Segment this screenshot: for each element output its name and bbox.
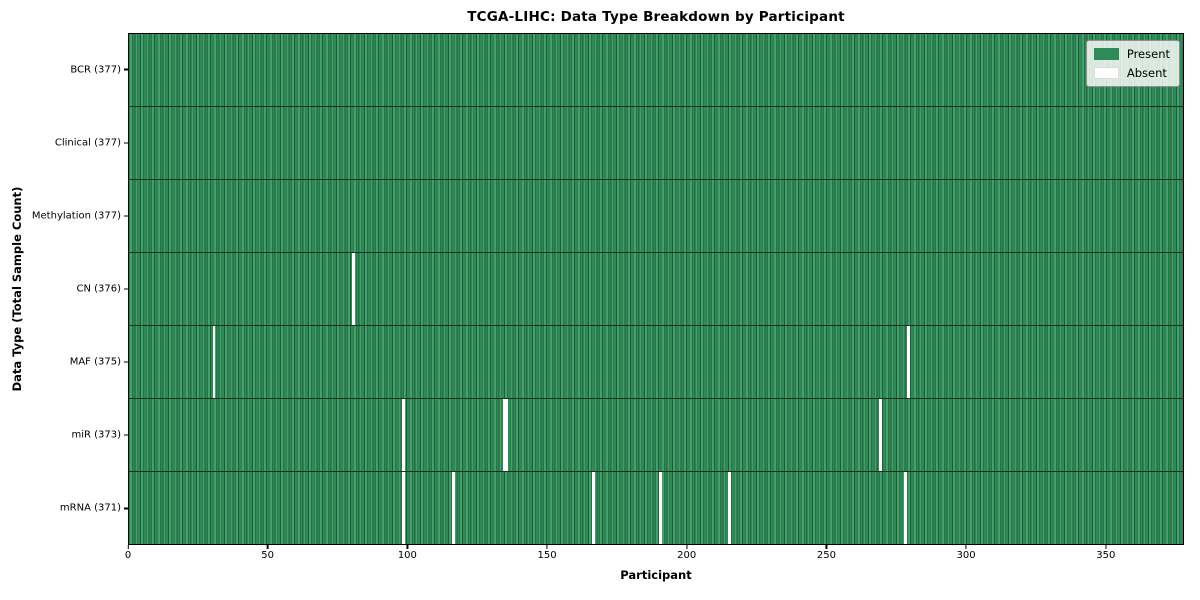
ytick-label-Methylation: Methylation (377) <box>31 210 121 222</box>
absent-gap-miR-269 <box>879 399 882 471</box>
data-row-CN <box>129 253 1183 326</box>
xtick-label-200: 200 <box>677 550 697 561</box>
absent-gap-MAF-30 <box>212 326 216 398</box>
xtick-mark <box>267 545 269 549</box>
data-row-Methylation <box>129 180 1183 253</box>
xtick-label-300: 300 <box>956 550 976 561</box>
xtick-150: 150 <box>538 545 557 561</box>
absent-gap-mRNA-215 <box>728 472 732 544</box>
absent-gap-MAF-279 <box>906 326 910 398</box>
ytick-miR: miR (373) <box>71 430 128 441</box>
absent-swatch-icon <box>1093 67 1119 79</box>
ytick-mRNA: mRNA (371) <box>60 503 128 514</box>
ytick-mark <box>124 507 128 510</box>
data-row-miR <box>129 399 1183 472</box>
legend-item-present: Present <box>1093 47 1170 61</box>
ytick-label-Clinical: Clinical (377) <box>54 137 121 149</box>
heatmap-rows <box>129 34 1183 544</box>
xtick-mark <box>546 545 548 549</box>
present-swatch-icon <box>1093 48 1119 60</box>
absent-gap-mRNA-190 <box>658 472 662 544</box>
ytick-mark <box>124 288 128 290</box>
xtick-200: 200 <box>677 545 696 561</box>
xtick-250: 250 <box>817 545 836 561</box>
absent-gap-miR-98 <box>402 399 406 471</box>
ytick-mark <box>124 142 128 144</box>
absent-gap-mRNA-166 <box>591 472 595 544</box>
data-row-MAF <box>129 326 1183 399</box>
xtick-100: 100 <box>398 545 417 561</box>
data-row-BCR <box>129 34 1183 107</box>
ytick-mark <box>124 434 128 436</box>
absent-gap-mRNA-116 <box>452 472 456 544</box>
legend-present-label: Present <box>1126 47 1170 61</box>
xtick-300: 300 <box>957 545 976 561</box>
xtick-label-350: 350 <box>1096 550 1116 561</box>
xtick-label-100: 100 <box>397 550 417 561</box>
x-axis-label: Participant <box>620 568 692 582</box>
data-row-Clinical <box>129 107 1183 180</box>
ytick-Methylation: Methylation (377) <box>32 210 128 221</box>
legend-absent-label: Absent <box>1126 66 1167 80</box>
xtick-0: 0 <box>125 545 131 561</box>
ytick-mark <box>124 68 128 71</box>
ytick-MAF: MAF (375) <box>70 357 128 368</box>
chart-title: TCGA-LIHC: Data Type Breakdown by Partic… <box>467 9 845 25</box>
absent-gap-mRNA-98 <box>402 472 406 544</box>
ytick-mark <box>124 215 128 217</box>
ytick-BCR: BCR (377) <box>70 64 128 75</box>
ytick-label-miR: miR (373) <box>71 429 121 441</box>
ytick-label-BCR: BCR (377) <box>70 64 121 76</box>
xtick-mark <box>686 545 688 549</box>
ytick-Clinical: Clinical (377) <box>55 137 128 148</box>
legend-item-absent: Absent <box>1093 66 1170 80</box>
xtick-mark <box>127 545 129 549</box>
xtick-label-250: 250 <box>816 550 836 561</box>
ytick-mark <box>124 361 128 363</box>
xtick-label-50: 50 <box>261 550 275 561</box>
xtick-mark <box>965 545 967 549</box>
absent-gap-miR-135 <box>505 399 509 471</box>
absent-gap-mRNA-278 <box>904 472 907 544</box>
ytick-label-mRNA: mRNA (371) <box>59 502 121 514</box>
x-axis-ticks: 0 50 100 150 200 250 300 350 <box>125 545 1184 567</box>
xtick-50: 50 <box>261 545 274 561</box>
xtick-350: 350 <box>1096 545 1115 561</box>
absent-gap-CN-80 <box>352 253 355 325</box>
ytick-CN: CN (376) <box>76 284 128 295</box>
ytick-label-CN: CN (376) <box>76 283 121 295</box>
xtick-label-150: 150 <box>537 550 557 561</box>
xtick-mark <box>825 545 828 549</box>
xtick-label-0: 0 <box>124 550 132 561</box>
legend: Present Absent <box>1085 40 1180 87</box>
xtick-mark <box>1105 545 1107 549</box>
plot-area: Present Absent <box>128 33 1184 545</box>
absent-gap-miR-134 <box>502 399 506 471</box>
data-row-mRNA <box>129 472 1183 544</box>
xtick-mark <box>406 545 408 549</box>
y-axis-ticks: BCR (377) Clinical (377) Methylation (377)… <box>0 33 128 545</box>
ytick-label-MAF: MAF (375) <box>69 356 121 368</box>
